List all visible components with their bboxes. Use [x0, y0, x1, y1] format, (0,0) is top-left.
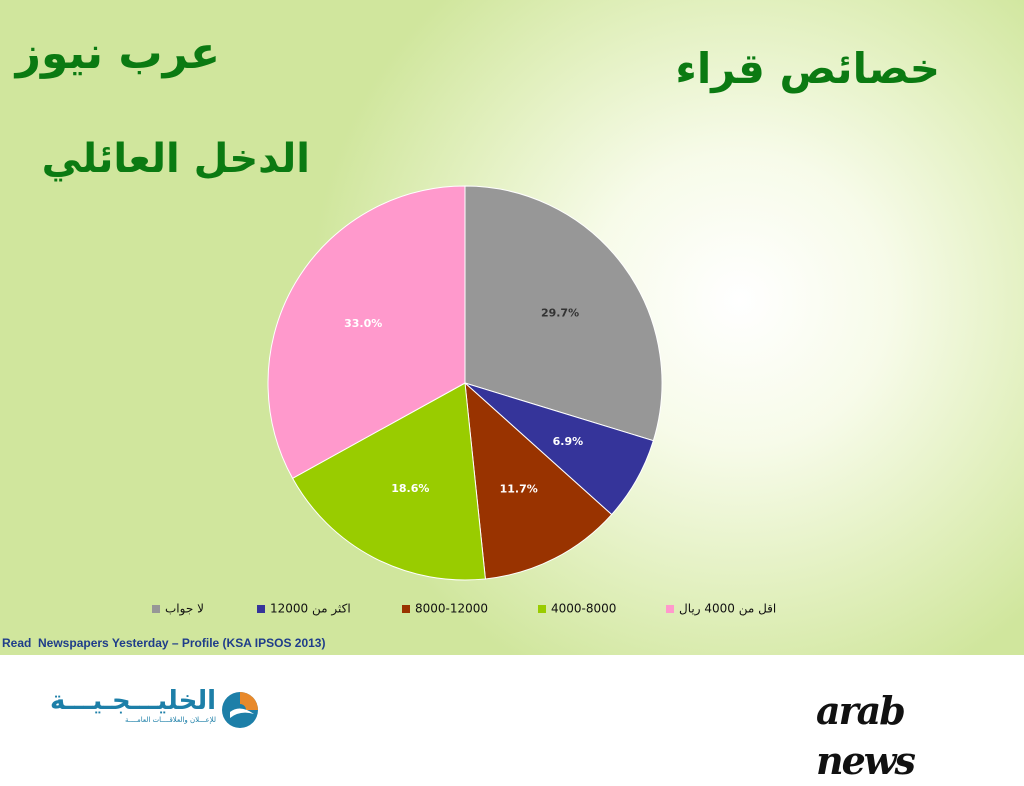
legend-label-4: 4000-8000 [551, 601, 617, 616]
khaleejia-logo-tagline: للإعـــلان والعلاقــــات العامــــة [125, 716, 216, 724]
legend-swatch-5 [666, 604, 674, 613]
legend-label-5: اقل من 4000 ريال [679, 601, 777, 616]
pie-data-label-4: 18.6% [391, 482, 429, 495]
chart-legend: لا جواب اكثر من 12000 8000-12000 4000-8000 ا… [0, 600, 1024, 618]
pie-chart: 29.7% 6.9% 11.7% 18.6% 33.0% [267, 185, 663, 581]
brand-title: عرب نيوز [15, 28, 220, 79]
legend-swatch-1 [152, 604, 160, 613]
pie-data-label-2: 6.9% [553, 435, 584, 448]
legend-label-3: 8000-12000 [415, 601, 489, 616]
khaleejia-logo: الخليـــجـيـــة للإعـــلان والعلاقــــات… [36, 686, 266, 734]
legend-label-2: اكثر من 12000 [270, 601, 351, 616]
sub-title: الدخل العائلي [41, 136, 310, 182]
pie-data-label-1: 29.7% [541, 307, 579, 320]
pie-data-label-5: 33.0% [344, 317, 382, 330]
legend-item-4: 4000-8000 [538, 600, 616, 616]
khaleejia-logo-text: الخليـــجـيـــة [50, 686, 216, 716]
arab-news-logo: arab news [816, 688, 916, 783]
pie-slice-5 [267, 185, 466, 479]
legend-swatch-4 [538, 604, 546, 613]
pie-slice-3 [464, 381, 613, 580]
legend-item-2: اكثر من 12000 [257, 600, 351, 616]
pie-data-label-3: 11.7% [500, 482, 538, 495]
legend-label-1: لا جواب [165, 601, 204, 616]
khaleejia-logo-icon [222, 692, 258, 728]
source-note: Read Newspapers Yesterday – Profile (KSA… [2, 636, 326, 650]
legend-item-5: اقل من 4000 ريال [666, 600, 776, 616]
legend-swatch-2 [257, 604, 265, 613]
legend-swatch-3 [402, 604, 410, 613]
pie-slice-1 [464, 185, 663, 442]
pie-slice-4 [291, 382, 486, 581]
legend-item-3: 8000-12000 [402, 600, 488, 616]
main-title: خصائص قراء [675, 44, 940, 93]
slide: عرب نيوز خصائص قراء الدخل العائلي 29.7% 6… [0, 0, 1024, 655]
legend-item-1: لا جواب [152, 600, 204, 616]
